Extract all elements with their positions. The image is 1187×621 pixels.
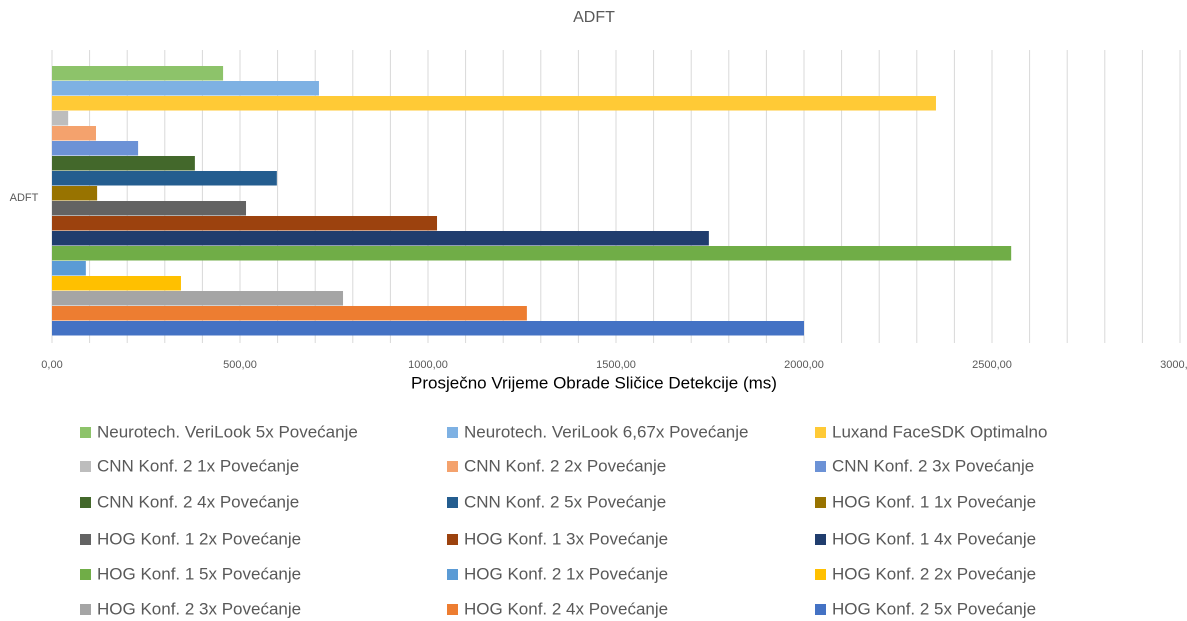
legend-label: CNN Konf. 2 4x Povećanje bbox=[97, 492, 299, 511]
bar bbox=[52, 201, 247, 216]
bar bbox=[52, 156, 195, 171]
legend-swatch bbox=[447, 497, 458, 508]
legend-label: HOG Konf. 1 2x Povećanje bbox=[97, 529, 301, 548]
bar bbox=[52, 291, 344, 306]
x-tick-label: 3000,00 bbox=[1160, 359, 1187, 371]
legend-label: Neurotech. VeriLook 6,67x Povećanje bbox=[464, 422, 748, 441]
x-axis-label: Prosječno Vrijeme Obrade Sličice Detekci… bbox=[411, 373, 777, 392]
legend-swatch bbox=[80, 497, 91, 508]
bar bbox=[52, 321, 804, 336]
bar bbox=[52, 81, 319, 96]
category-label: ADFT bbox=[10, 192, 39, 204]
bar bbox=[52, 96, 936, 111]
legend-label: HOG Konf. 1 3x Povećanje bbox=[464, 529, 668, 548]
x-tick-label: 1500,00 bbox=[596, 359, 636, 371]
legend-swatch bbox=[815, 461, 826, 472]
legend-swatch bbox=[815, 604, 826, 615]
legend-label: HOG Konf. 2 3x Povećanje bbox=[97, 599, 301, 618]
legend-swatch bbox=[815, 569, 826, 580]
legend-label: CNN Konf. 2 5x Povećanje bbox=[464, 492, 666, 511]
legend-swatch bbox=[80, 569, 91, 580]
legend-label: HOG Konf. 2 5x Povećanje bbox=[832, 599, 1036, 618]
legend-swatch bbox=[447, 569, 458, 580]
legend-swatch bbox=[80, 534, 91, 545]
bar bbox=[52, 186, 98, 201]
chart-title: ADFT bbox=[573, 9, 615, 26]
x-tick-label: 2500,00 bbox=[972, 359, 1012, 371]
bar bbox=[52, 306, 527, 321]
legend-swatch bbox=[447, 534, 458, 545]
legend-label: HOG Konf. 1 4x Povećanje bbox=[832, 529, 1036, 548]
legend-label: HOG Konf. 2 1x Povećanje bbox=[464, 564, 668, 583]
legend-swatch bbox=[815, 497, 826, 508]
legend-swatch bbox=[447, 427, 458, 438]
x-tick-label: 0,00 bbox=[41, 359, 62, 371]
legend-swatch bbox=[80, 461, 91, 472]
x-tick-label: 500,00 bbox=[223, 359, 257, 371]
bar bbox=[52, 66, 224, 81]
bar bbox=[52, 141, 139, 156]
legend-swatch bbox=[815, 534, 826, 545]
legend-label: HOG Konf. 2 2x Povećanje bbox=[832, 564, 1036, 583]
legend-swatch bbox=[80, 427, 91, 438]
legend-swatch bbox=[447, 461, 458, 472]
bar bbox=[52, 261, 86, 276]
x-tick-label: 2000,00 bbox=[784, 359, 824, 371]
legend-label: CNN Konf. 2 1x Povećanje bbox=[97, 456, 299, 475]
legend-label: CNN Konf. 2 2x Povećanje bbox=[464, 456, 666, 475]
bar bbox=[52, 126, 96, 141]
legend-label: Luxand FaceSDK Optimalno bbox=[832, 422, 1047, 441]
legend-swatch bbox=[815, 427, 826, 438]
bar bbox=[52, 171, 277, 186]
legend-label: HOG Konf. 2 4x Povećanje bbox=[464, 599, 668, 618]
x-tick-label: 1000,00 bbox=[408, 359, 448, 371]
legend-label: HOG Konf. 1 5x Povećanje bbox=[97, 564, 301, 583]
bar bbox=[52, 276, 181, 291]
bar bbox=[52, 216, 438, 231]
bar bbox=[52, 111, 69, 126]
legend-swatch bbox=[447, 604, 458, 615]
legend-swatch bbox=[80, 604, 91, 615]
legend-label: CNN Konf. 2 3x Povećanje bbox=[832, 456, 1034, 475]
bar bbox=[52, 246, 1012, 261]
legend-label: Neurotech. VeriLook 5x Povećanje bbox=[97, 422, 358, 441]
legend-label: HOG Konf. 1 1x Povećanje bbox=[832, 492, 1036, 511]
bar bbox=[52, 231, 709, 246]
